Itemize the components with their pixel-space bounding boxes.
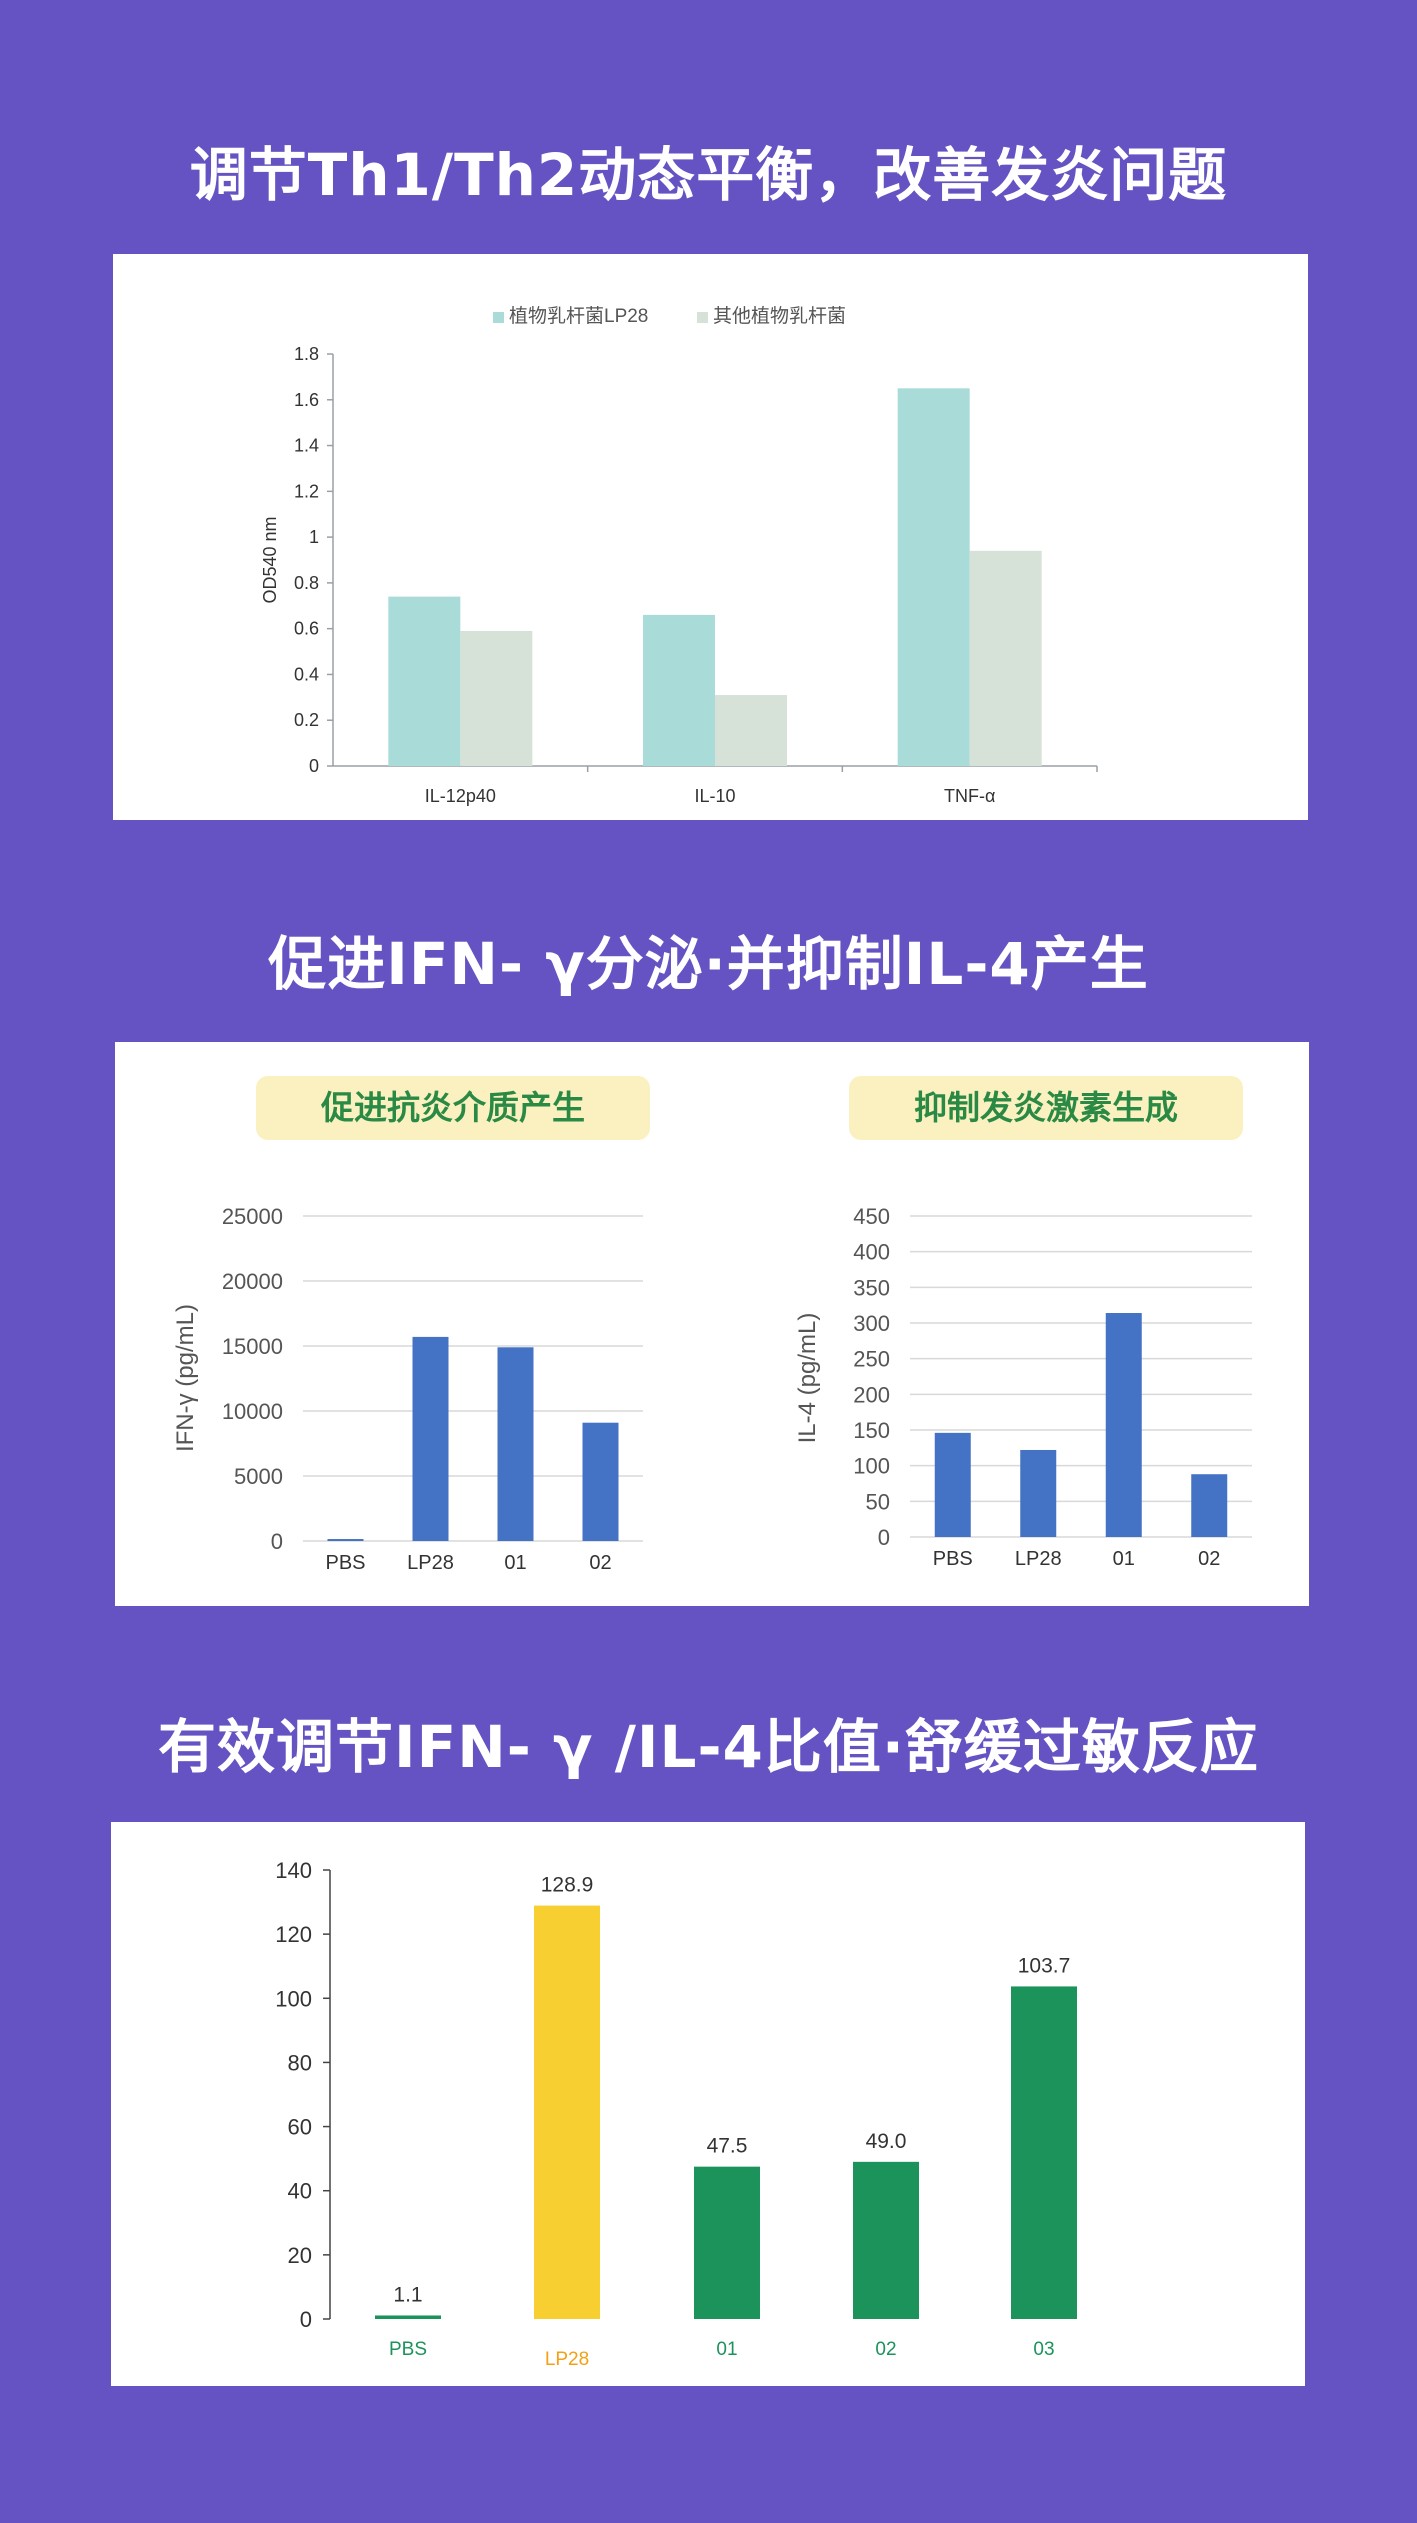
y-axis-title: IFN-γ (pg/mL) — [172, 1304, 199, 1452]
bar-lp28 — [534, 1905, 600, 2319]
legend-label-1: 其他植物乳杆菌 — [713, 305, 846, 327]
x-tick-label: LP28 — [545, 2349, 589, 2370]
y-tick-label: 0.6 — [294, 619, 319, 639]
subtitle-anti-inflammatory: 促进抗炎介质产生 — [256, 1076, 650, 1140]
y-tick-label: 120 — [275, 1922, 312, 1947]
chart-ifn-gamma: 0 5000 10000 15000 20000 25000 IFN-γ (pg/mL) PB… — [172, 1204, 643, 1574]
bar-pbs — [375, 2315, 441, 2319]
x-tick-label: PBS — [933, 1548, 973, 1570]
x-tick-label: LP28 — [407, 1552, 454, 1574]
x-tick-label: 01 — [1113, 1548, 1135, 1570]
y-tick-label: 100 — [275, 1986, 312, 2011]
data-label: 49.0 — [866, 2130, 907, 2153]
bar-02 — [853, 2161, 919, 2319]
chart-panel-ifn-il4: 促进抗炎介质产生 抑制发炎激素生成 0 5000 10000 15000 20000 25… — [115, 1042, 1309, 1606]
y-tick-label: 1 — [309, 527, 319, 547]
subtitle-inflammation-suppression: 抑制发炎激素生成 — [849, 1076, 1243, 1140]
bar-01 — [694, 2166, 760, 2319]
chart-panel-cytokines: 植物乳杆菌LP28 其他植物乳杆菌 0 0.2 0.4 0.6 0.8 1 1.2 1.4 1.6 1… — [113, 254, 1308, 820]
y-tick-label: 400 — [853, 1240, 890, 1265]
bar-03 — [1011, 1986, 1077, 2319]
x-tick-label: 01 — [716, 2339, 737, 2360]
x-tick-label: PBS — [389, 2339, 427, 2360]
bar-pbs — [934, 1432, 971, 1537]
y-tick-label: 0.2 — [294, 710, 319, 730]
bar-lp28-0 — [388, 596, 461, 766]
x-tick-label: 02 — [1198, 1548, 1220, 1570]
bar-lp28-1 — [643, 614, 715, 766]
y-tick-label: 15000 — [222, 1334, 283, 1359]
y-tick-label: 20000 — [222, 1269, 283, 1294]
bar-other-0 — [460, 630, 533, 766]
y-tick-label: 10000 — [222, 1399, 283, 1424]
bar-other-2 — [969, 550, 1042, 766]
y-tick-label: 150 — [853, 1418, 890, 1443]
y-tick-label: 300 — [853, 1311, 890, 1336]
y-tick-label: 250 — [853, 1347, 890, 1372]
y-axis-title: OD540 nm — [260, 516, 280, 603]
bar-other-1 — [715, 695, 787, 766]
y-tick-label: 80 — [288, 2050, 312, 2075]
x-tick-label: 02 — [589, 1552, 611, 1574]
y-tick-label: 1.6 — [294, 390, 319, 410]
y-tick-label: 40 — [288, 2179, 312, 2204]
y-tick-label: 0 — [878, 1525, 890, 1550]
y-tick-label: 1.4 — [294, 436, 319, 456]
x-tick-label: IL-12p40 — [425, 786, 496, 806]
y-tick-label: 350 — [853, 1275, 890, 1300]
data-label: 128.9 — [541, 1874, 594, 1897]
y-tick-label: 50 — [866, 1489, 890, 1514]
y-tick-label: 1.2 — [294, 481, 319, 501]
y-tick-label: 5000 — [234, 1464, 283, 1489]
x-tick-label: TNF-α — [944, 786, 995, 806]
bar-lp28 — [412, 1336, 449, 1541]
legend-label-0: 植物乳杆菌LP28 — [509, 305, 648, 327]
y-tick-label: 0.8 — [294, 573, 319, 593]
bar-lp28 — [1020, 1449, 1057, 1537]
chart-panel-ratio: 0 20 40 60 80 100 120 140 1.1 PBS 128.9 LP28 47.5 01 4… — [111, 1822, 1305, 2386]
y-tick-label: 20 — [288, 2243, 312, 2268]
heading-ifn-il4-ratio: 有效调节IFN- γ /IL-4比值·舒缓过敏反应 — [158, 1713, 1259, 1781]
y-tick-label: 1.8 — [294, 344, 319, 364]
x-tick-label: IL-10 — [694, 786, 735, 806]
x-tick-label: PBS — [325, 1552, 365, 1574]
bar-01 — [497, 1347, 534, 1541]
y-tick-label: 0 — [309, 756, 319, 776]
legend-swatch-1 — [697, 312, 708, 323]
chart-ifn-il4-ratio: 0204060801001201401.1PBS128.9LP2847.5014… — [275, 1858, 1077, 2370]
heading-ifn-il4: 促进IFN- γ分泌·并抑制IL-4产生 — [268, 930, 1149, 998]
x-tick-label: 03 — [1033, 2339, 1054, 2360]
y-axis-title: IL-4 (pg/mL) — [794, 1313, 821, 1444]
y-tick-label: 100 — [853, 1454, 890, 1479]
y-tick-label: 0 — [271, 1529, 283, 1554]
x-tick-label: LP28 — [1015, 1548, 1062, 1570]
bar-02 — [582, 1422, 619, 1541]
data-label: 103.7 — [1018, 1954, 1071, 1977]
heading-th1-th2-balance: 调节Th1/Th2动态平衡，改善发炎问题 — [189, 141, 1228, 209]
x-tick-label: 01 — [504, 1552, 526, 1574]
y-tick-label: 60 — [288, 2115, 312, 2140]
legend-swatch-0 — [493, 312, 504, 323]
chart-il4: 0 50 100 150 200 250 300 350 400 450 IL-4 (pg/mL) P… — [794, 1204, 1252, 1570]
bar-02 — [1191, 1474, 1228, 1537]
bar-pbs — [327, 1539, 364, 1541]
y-tick-label: 140 — [275, 1858, 312, 1883]
data-label: 1.1 — [393, 2283, 422, 2306]
chart-cytokines-od540: 植物乳杆菌LP28 其他植物乳杆菌 0 0.2 0.4 0.6 0.8 1 1.2 1.4 1.6 1… — [260, 305, 1098, 806]
y-tick-label: 200 — [853, 1382, 890, 1407]
data-label: 47.5 — [707, 2135, 748, 2158]
bar-01 — [1105, 1313, 1142, 1537]
y-tick-label: 25000 — [222, 1204, 283, 1229]
x-tick-label: 02 — [875, 2339, 896, 2360]
bar-lp28-2 — [897, 388, 970, 766]
y-tick-label: 450 — [853, 1204, 890, 1229]
y-tick-label: 0.4 — [294, 664, 319, 684]
y-tick-label: 0 — [300, 2307, 312, 2332]
